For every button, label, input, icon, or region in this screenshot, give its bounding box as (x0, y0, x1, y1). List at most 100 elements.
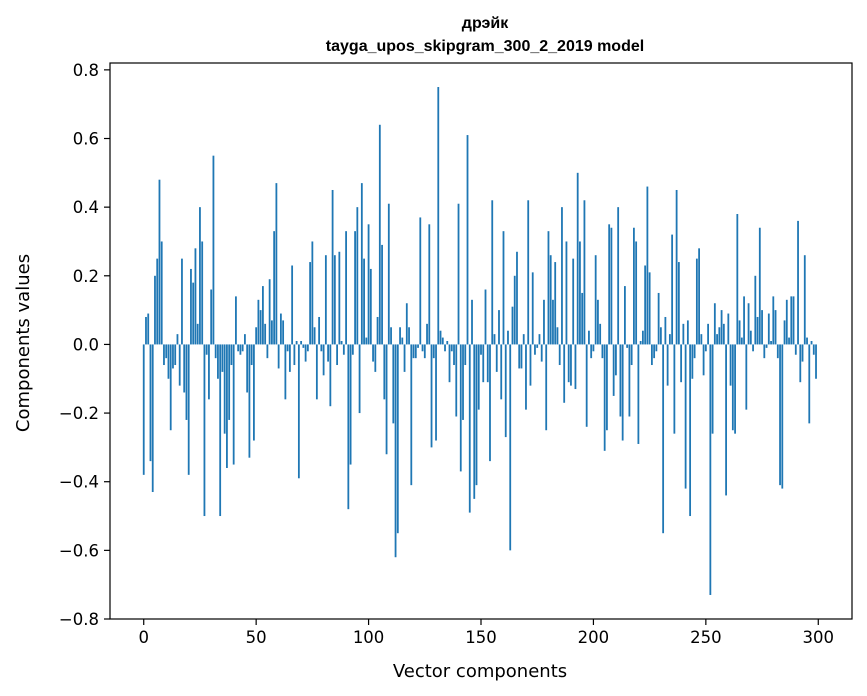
bar (779, 344, 781, 486)
bar (788, 337, 790, 345)
bar (617, 207, 620, 345)
bar (426, 323, 428, 345)
bar (250, 344, 253, 366)
y-tick-label: −0.4 (59, 473, 99, 492)
bar (304, 344, 307, 362)
y-tick-label: −0.8 (59, 610, 99, 629)
bar (561, 207, 563, 345)
bar (579, 241, 581, 345)
bar (794, 344, 797, 355)
bar (210, 289, 213, 345)
bar (495, 344, 498, 372)
bar (734, 344, 736, 434)
bar (556, 327, 559, 345)
bar (466, 135, 469, 345)
x-tick-label: 150 (465, 628, 497, 647)
bar (668, 334, 671, 345)
bar (511, 306, 514, 345)
y-tick-label: −0.2 (59, 404, 99, 423)
x-tick-label: 50 (246, 628, 267, 647)
bar (502, 231, 505, 345)
bar (232, 344, 235, 465)
bar (700, 334, 703, 345)
bar (336, 344, 338, 366)
bar (477, 344, 480, 410)
y-tick-label: 0.2 (73, 267, 99, 286)
bar (282, 320, 285, 345)
bar (774, 310, 777, 345)
bar (351, 344, 354, 355)
bar (333, 255, 336, 345)
bar (608, 224, 611, 345)
bar (311, 241, 314, 345)
bar (540, 344, 543, 362)
bar (288, 344, 291, 372)
bar (414, 344, 417, 359)
bar (538, 334, 541, 345)
bar (785, 299, 788, 345)
bar (302, 344, 305, 348)
bar (450, 344, 453, 352)
bar (549, 255, 552, 345)
bar (327, 344, 329, 362)
bar (340, 341, 343, 345)
bar (462, 344, 464, 420)
bar (740, 337, 743, 345)
bar (567, 344, 570, 383)
y-tick-label: −0.6 (59, 541, 99, 560)
bar (435, 344, 437, 441)
bar (390, 327, 392, 345)
bar (648, 272, 651, 345)
bar (408, 327, 410, 345)
bar (498, 310, 500, 345)
bar (284, 344, 287, 400)
bar (320, 344, 323, 352)
bar (441, 337, 444, 345)
bar (151, 344, 154, 493)
bar (439, 330, 442, 345)
bar (405, 303, 408, 345)
bar (806, 337, 808, 345)
bar (745, 344, 748, 410)
bar (803, 255, 806, 345)
bar (752, 344, 754, 352)
bar (149, 344, 152, 462)
bar (430, 344, 433, 448)
bar (253, 344, 255, 441)
bar (790, 296, 793, 345)
bar (513, 275, 516, 345)
bar (205, 344, 208, 355)
bar (347, 344, 350, 510)
bar (201, 241, 204, 345)
bar (572, 258, 575, 345)
bar (565, 241, 568, 345)
bar (563, 344, 566, 403)
bar (309, 262, 312, 345)
bar (518, 344, 521, 369)
bar (399, 327, 401, 345)
bar (585, 344, 588, 427)
bar (704, 344, 707, 352)
bar (545, 344, 548, 431)
bar (689, 344, 692, 517)
bar (718, 327, 721, 345)
bar (385, 344, 388, 455)
bar (363, 258, 365, 345)
bar (219, 344, 222, 517)
bar (520, 344, 523, 369)
bar (455, 344, 458, 417)
bar (383, 344, 386, 400)
bar (401, 337, 404, 345)
bar (300, 341, 303, 345)
bar (729, 344, 732, 386)
bar (659, 327, 662, 345)
bar (156, 258, 159, 345)
bar (228, 344, 231, 420)
bar (187, 344, 190, 475)
bar (345, 231, 347, 345)
bar (736, 214, 739, 345)
bar (657, 292, 660, 345)
bar (516, 251, 518, 345)
bar (183, 344, 186, 393)
bar (203, 344, 206, 517)
